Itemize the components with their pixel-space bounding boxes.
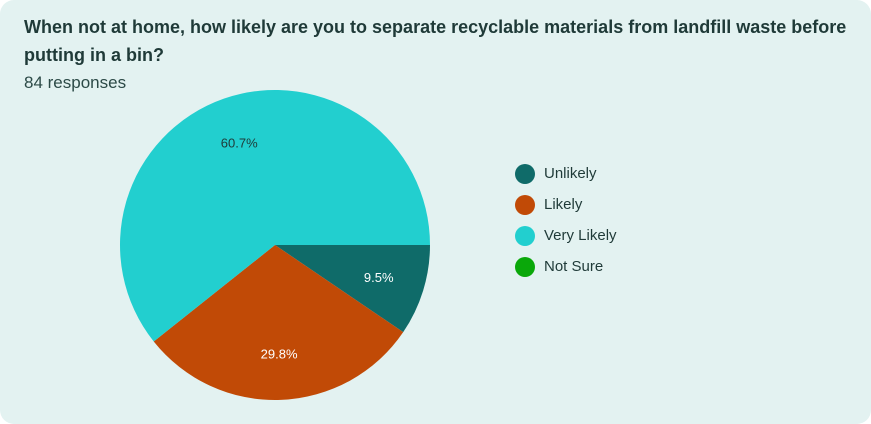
legend-item-likely[interactable]: Likely (515, 189, 617, 220)
legend-swatch-likely (515, 194, 535, 215)
legend-label-likely: Likely (544, 196, 583, 213)
response-count: 84 responses (24, 73, 127, 92)
legend-item-not-sure[interactable]: Not Sure (515, 251, 617, 282)
pie-slice-unlikely[interactable] (275, 245, 430, 333)
legend-swatch-very-likely (515, 225, 535, 246)
pie-label-very-likely: 60.7% (221, 136, 258, 151)
legend-label-very-likely: Very Likely (544, 227, 617, 244)
chart-title: When not at home, how likely are you to … (24, 17, 847, 65)
legend-swatch-not-sure (515, 256, 535, 277)
legend-swatch-unlikely (515, 163, 535, 184)
pie-label-likely: 29.8% (261, 346, 298, 361)
legend-label-not-sure: Not Sure (544, 258, 604, 275)
pie-slice-likely[interactable] (153, 245, 404, 400)
legend-item-very-likely[interactable]: Very Likely (515, 220, 617, 251)
legend-label-unlikely: Unlikely (544, 165, 597, 182)
legend-item-unlikely[interactable]: Unlikely (515, 158, 617, 189)
pie-label-unlikely: 9.5% (364, 270, 394, 285)
chart-legend: Unlikely Likely Very Likely Not Sure (515, 158, 617, 282)
pie-slice-very-likely[interactable] (120, 89, 430, 342)
